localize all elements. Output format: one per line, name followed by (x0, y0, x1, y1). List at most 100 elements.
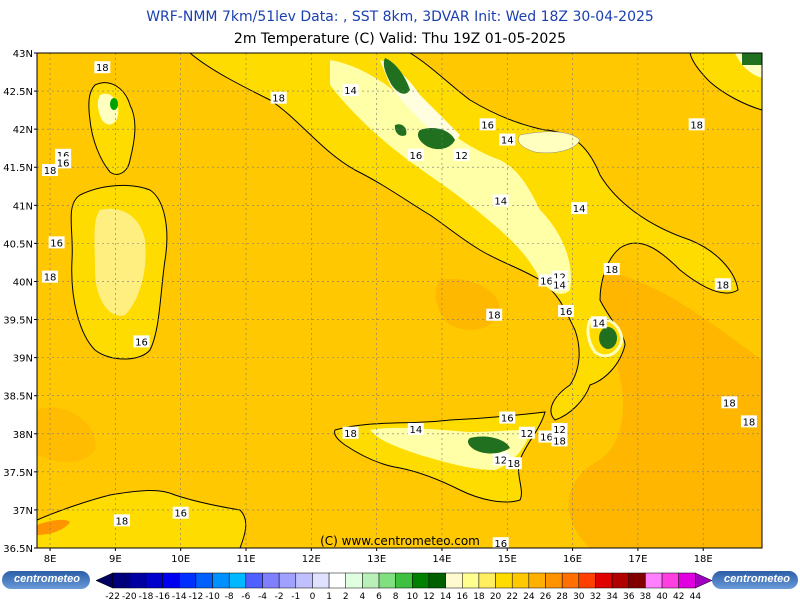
copyright-text: (C) www.centrometeo.com (320, 534, 480, 548)
colorbar-tick-label: -1 (291, 592, 300, 600)
colorbar-tick-label: -6 (241, 592, 250, 600)
lon-tick-label: 18E (694, 554, 713, 565)
colorbar-swatch (112, 572, 130, 589)
colorbar-tick-label: 32 (590, 592, 601, 600)
contour-label-bg (538, 274, 555, 287)
lat-tick-label: 40.5N (3, 239, 33, 250)
contour-label: 12 (553, 273, 566, 284)
colorbar-tick-label: -16 (155, 592, 170, 600)
contour-label: 16 (494, 539, 507, 550)
contour-label-bg (499, 133, 516, 146)
colorbar-swatch (645, 572, 663, 589)
colorbar-swatch (212, 572, 230, 589)
contour-label: 14 (344, 86, 357, 97)
colorbar-swatch (611, 572, 630, 589)
contour-label-bg (453, 148, 470, 161)
colorbar-swatch (245, 572, 263, 589)
lat-tick-label: 37.5N (3, 468, 33, 479)
contour-label-bg (486, 308, 503, 321)
colorbar-tick-label: 40 (656, 592, 668, 600)
contour-label: 18 (690, 120, 703, 131)
contour-label-bg (688, 118, 705, 131)
contour-label: 14 (494, 197, 507, 208)
colorbar-tick-label: -18 (139, 592, 154, 600)
contour-label-bg (492, 537, 509, 548)
contour-label: 16 (560, 307, 573, 318)
longitude-axis: 8E 9E 10E 11E 12E 13E 14E 15E 16E 17E 18E (44, 548, 713, 565)
contour-label: 18 (605, 265, 618, 276)
contour-label: 14 (553, 280, 566, 291)
colorbar-swatch (278, 572, 297, 589)
colorbar-tick-label: 42 (673, 592, 684, 600)
corsica-peak (110, 98, 118, 110)
contour-label-bg (590, 316, 607, 329)
colorbar-swatch (145, 572, 163, 589)
lon-tick-label: 9E (109, 554, 122, 565)
lat-tick-label: 37N (13, 506, 33, 517)
colorbar-swatch (312, 572, 330, 589)
contour-label-bg (558, 304, 575, 317)
colorbar-tick-label: 4 (360, 592, 366, 600)
contour-label: 18 (553, 436, 566, 447)
contour-label: 16 (57, 158, 70, 169)
contour-label-bg (172, 506, 189, 519)
contour-label: 16 (409, 151, 422, 162)
colorbar-tick-label: -4 (258, 592, 267, 600)
contour-label-bg (571, 202, 588, 215)
colorbar-tick-label: 18 (473, 592, 485, 600)
colorbar-tick-label: 8 (393, 592, 399, 600)
lon-tick-label: 12E (302, 554, 321, 565)
colorbar-swatch (545, 572, 563, 589)
colorbar-swatch (628, 572, 646, 589)
contour-label: 12 (553, 425, 566, 436)
warm-sea-patch (435, 279, 500, 330)
gran-sasso-cold-spot (383, 58, 410, 94)
contour-label-bg (407, 148, 424, 161)
contour-label: 18 (344, 429, 357, 440)
tunisia-warm-spot (37, 519, 70, 535)
colorbar: centrometeo centrometeo -22 -20 -18 -16 -14-… (0, 570, 800, 600)
colorbar-swatch (195, 572, 213, 589)
lon-tick-label: 15E (498, 554, 517, 565)
colorbar-tick-label: 24 (523, 592, 535, 600)
contour-label: 14 (501, 136, 514, 147)
contour-label: 18 (743, 417, 756, 428)
sila-cold-spot (599, 327, 617, 349)
colorbar-tick-label: -22 (105, 592, 120, 600)
contour-label: 16 (57, 151, 70, 162)
chart-subtitle: 2m Temperature (C) Valid: Thu 19Z 01-05-… (233, 31, 567, 47)
colorbar-tick-label: 22 (506, 592, 517, 600)
colorbar-tick-label: 34 (606, 592, 618, 600)
latitude-axis: 43N 42.5N 42N 41.5N 41N 40.5N 40N 39.5N 39N 38.5N… (3, 49, 37, 555)
contour-label-bg (551, 434, 568, 447)
colorbar-swatch (178, 572, 197, 589)
contour-label-bg (407, 422, 424, 435)
logo-right-badge (712, 571, 798, 589)
colorbar-tick-label: -12 (189, 592, 204, 600)
nebrodi-cold-spot (467, 436, 510, 454)
contour-label-bg (721, 396, 738, 409)
contour-label-bg (492, 453, 509, 466)
lon-tick-label: 17E (628, 554, 647, 565)
colorbar-tick-label: -2 (275, 592, 284, 600)
contour-label-bg (479, 118, 496, 131)
contour-label-bg (42, 164, 59, 177)
lat-tick-label: 41.5N (3, 163, 33, 174)
contour-label-bg (603, 263, 620, 276)
contour-label: 18 (272, 94, 285, 105)
colorbar-swatch (428, 572, 446, 589)
colorbar-tick-label: -8 (225, 592, 234, 600)
contour-label: 16 (135, 337, 148, 348)
lat-tick-label: 42.5N (3, 87, 33, 98)
contour-label: 18 (116, 516, 129, 527)
colorbar-swatch (495, 572, 513, 589)
colorbar-tick-label: -14 (172, 592, 187, 600)
colorbar-arrow-right (695, 572, 713, 589)
colorbar-swatch (328, 572, 346, 589)
colorbar-swatch (345, 572, 363, 589)
lon-tick-label: 10E (171, 554, 190, 565)
contour-label: 16 (540, 433, 553, 444)
contour-label-bg (42, 270, 59, 283)
